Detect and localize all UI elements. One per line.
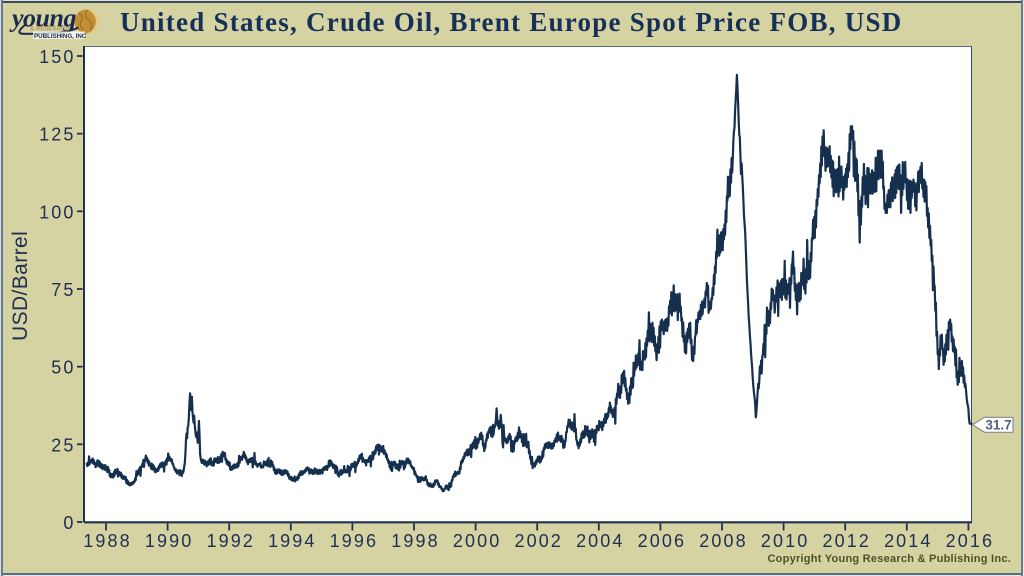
svg-text:1996: 1996 xyxy=(330,531,378,551)
svg-text:young: young xyxy=(9,4,76,33)
svg-text:1994: 1994 xyxy=(268,531,316,551)
svg-text:2014: 2014 xyxy=(884,531,932,551)
svg-text:25: 25 xyxy=(51,435,75,455)
svg-text:31.7: 31.7 xyxy=(985,418,1011,433)
svg-text:2016: 2016 xyxy=(946,531,994,551)
svg-text:2012: 2012 xyxy=(822,531,870,551)
svg-text:150: 150 xyxy=(39,47,75,67)
svg-text:75: 75 xyxy=(51,280,75,300)
svg-text:50: 50 xyxy=(51,358,75,378)
svg-text:1990: 1990 xyxy=(145,531,193,551)
svg-text:1988: 1988 xyxy=(83,531,131,551)
svg-text:2002: 2002 xyxy=(514,531,562,551)
svg-text:& RESEARCH: & RESEARCH xyxy=(30,27,70,33)
svg-text:2004: 2004 xyxy=(576,531,624,551)
svg-text:0: 0 xyxy=(63,513,75,533)
svg-text:2010: 2010 xyxy=(761,531,809,551)
svg-text:PUBLISHING, INC: PUBLISHING, INC xyxy=(34,33,87,40)
svg-text:1992: 1992 xyxy=(206,531,254,551)
svg-text:2008: 2008 xyxy=(699,531,747,551)
svg-text:2000: 2000 xyxy=(453,531,501,551)
svg-text:2006: 2006 xyxy=(638,531,686,551)
svg-text:100: 100 xyxy=(39,202,75,222)
svg-text:125: 125 xyxy=(39,125,75,145)
svg-text:1998: 1998 xyxy=(391,531,439,551)
